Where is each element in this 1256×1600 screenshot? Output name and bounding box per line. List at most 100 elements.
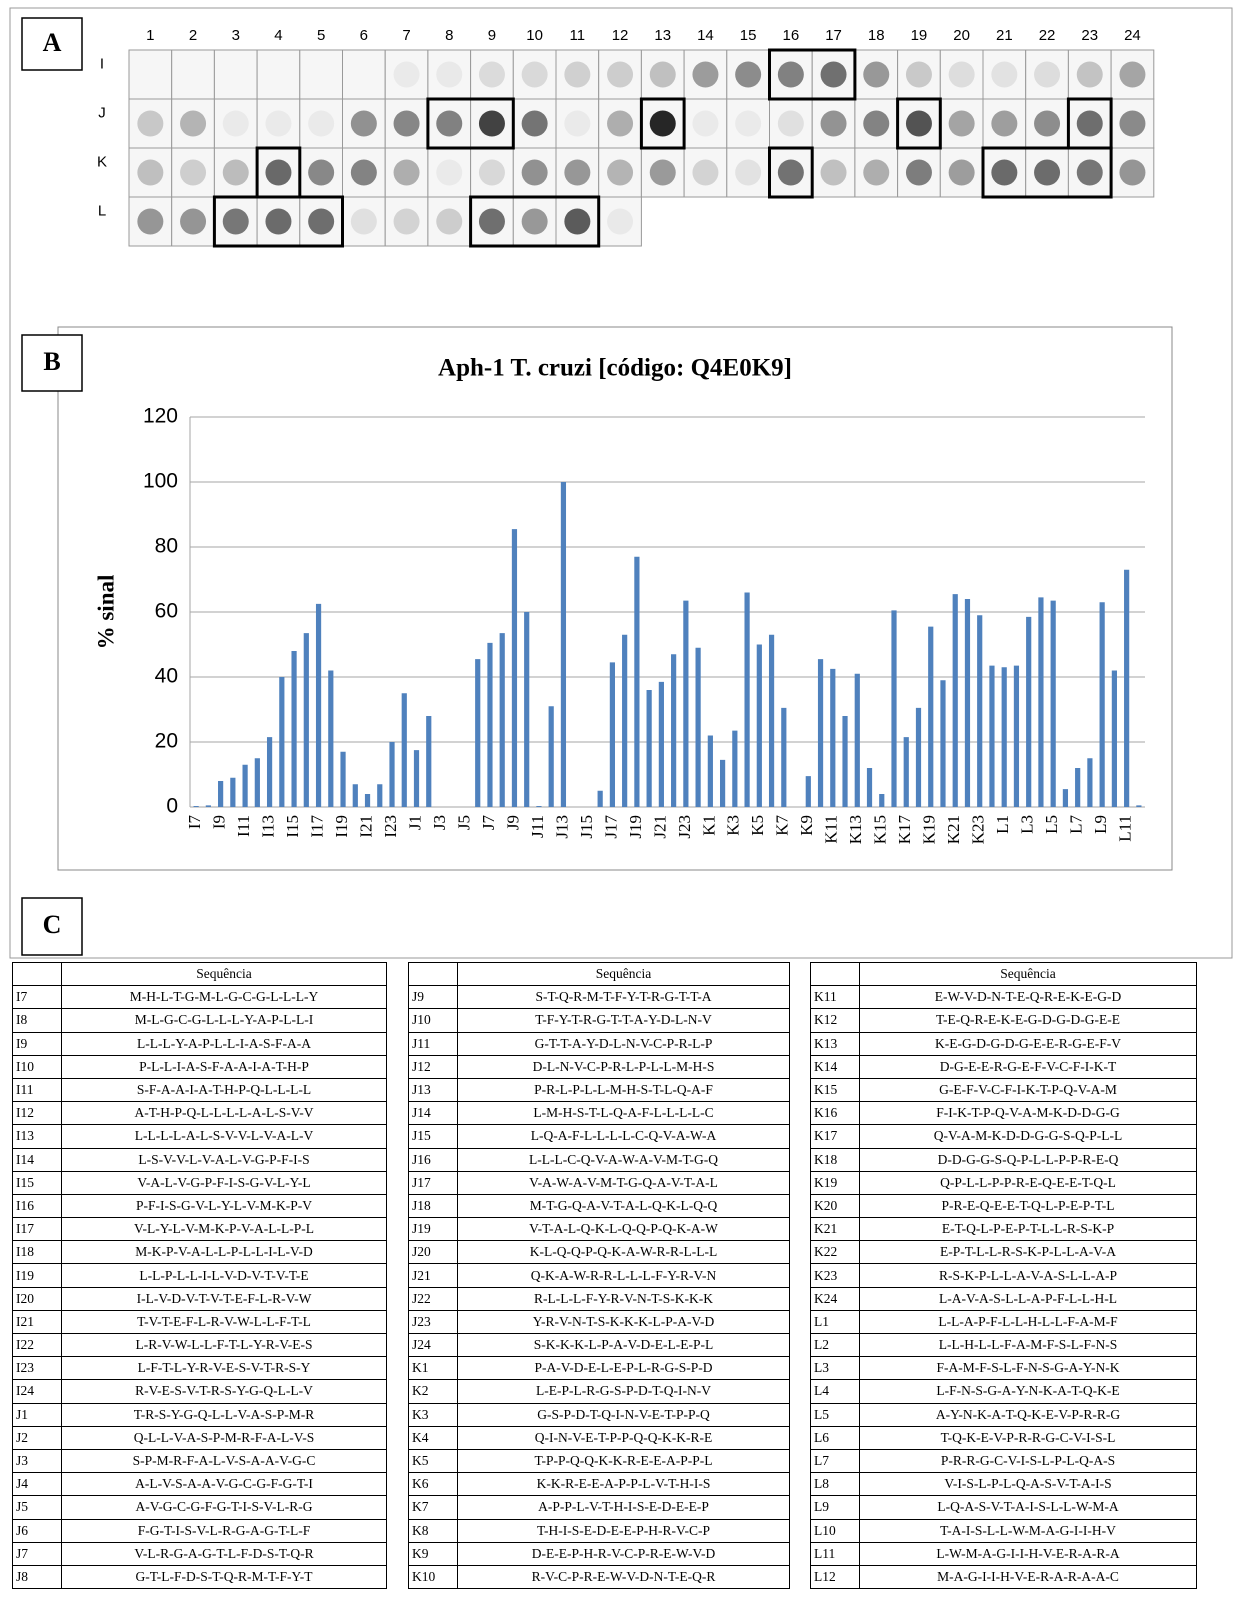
row-label: L (98, 202, 106, 219)
peptide-sequence: T-F-Y-T-R-G-T-T-A-Y-D-L-N-V (458, 1009, 790, 1032)
table-row: J16L-L-L-C-Q-V-A-W-A-V-M-T-G-Q (409, 1148, 790, 1171)
column-label: 20 (953, 27, 970, 44)
peptide-id: K11 (811, 986, 860, 1009)
column-label: 1 (146, 27, 154, 44)
blot-spot (1077, 62, 1103, 88)
blot-spot (265, 160, 291, 186)
blot-spot (223, 209, 249, 235)
x-tick-label: J13 (552, 815, 571, 839)
peptide-sequence: R-L-L-L-F-Y-R-V-N-T-S-K-K-K (458, 1287, 790, 1310)
blot-spot (180, 111, 206, 137)
bar (1051, 601, 1056, 807)
bar (1026, 617, 1031, 807)
peptide-id: L7 (811, 1449, 860, 1472)
peptide-sequence: R-V-C-P-R-E-W-V-D-N-T-E-Q-R (458, 1565, 790, 1588)
peptide-sequence: P-R-E-Q-E-E-T-Q-L-P-E-P-T-L (860, 1194, 1197, 1217)
x-tick-label: I21 (356, 815, 375, 838)
blot-spot (991, 62, 1017, 88)
page: {"panel_a": {"label": "A", "columns": ["… (0, 0, 1256, 1600)
peptide-sequence: L-L-P-L-L-I-L-V-D-V-T-V-T-E (62, 1264, 387, 1287)
blot-spot (991, 160, 1017, 186)
column-label: 19 (911, 27, 928, 44)
peptide-sequence: K-L-Q-Q-P-Q-K-A-W-R-R-L-L-L (458, 1241, 790, 1264)
peptide-id: K7 (409, 1496, 458, 1519)
blot-spot (949, 62, 975, 88)
peptide-id: I15 (13, 1171, 62, 1194)
blot-spot (436, 160, 462, 186)
blot-cell (300, 50, 343, 99)
peptide-id: L12 (811, 1565, 860, 1588)
column-label: 17 (825, 27, 842, 44)
table-row: L8V-I-S-L-P-L-Q-A-S-V-T-A-I-S (811, 1473, 1197, 1496)
blot-spot (564, 62, 590, 88)
table-row: J18M-T-G-Q-A-V-T-A-L-Q-K-L-Q-Q (409, 1194, 790, 1217)
blot-spot (735, 62, 761, 88)
peptide-id: J8 (13, 1565, 62, 1588)
bar (1075, 768, 1080, 807)
column-label: 5 (317, 27, 325, 44)
column-label: 23 (1081, 27, 1098, 44)
peptide-id: K10 (409, 1565, 458, 1588)
blot-spot (863, 160, 889, 186)
peptide-sequence: Q-I-N-V-E-T-P-P-Q-Q-K-K-R-E (458, 1426, 790, 1449)
table-row: K1P-A-V-D-E-L-E-P-L-R-G-S-P-D (409, 1357, 790, 1380)
table-row: I16P-F-I-S-G-V-L-Y-L-V-M-K-P-V (13, 1194, 387, 1217)
blot-spot (607, 209, 633, 235)
table-row: J1T-R-S-Y-G-Q-L-L-V-A-S-P-M-R (13, 1403, 387, 1426)
column-label: 15 (740, 27, 757, 44)
blot-spot (351, 160, 377, 186)
bar (255, 758, 260, 807)
table-row: K2L-E-P-L-R-G-S-P-D-T-Q-I-N-V (409, 1380, 790, 1403)
peptide-id: K22 (811, 1241, 860, 1264)
table-row: J23Y-R-V-N-T-S-K-K-K-L-P-A-V-D (409, 1310, 790, 1333)
panel-label: C (43, 910, 62, 939)
peptide-sequence: L-L-L-L-A-L-S-V-V-L-V-A-L-V (62, 1125, 387, 1148)
header-cell: Sequência (860, 963, 1197, 986)
bar (732, 731, 737, 807)
peptide-sequence: E-T-Q-L-P-E-P-T-L-L-R-S-K-P (860, 1218, 1197, 1241)
peptide-id: I20 (13, 1287, 62, 1310)
x-tick-label: J9 (503, 815, 522, 830)
bar (879, 794, 884, 807)
x-tick-label: J19 (626, 815, 645, 839)
x-tick-label: L11 (1116, 815, 1135, 842)
bar (855, 674, 860, 807)
blot-spot (564, 160, 590, 186)
bar (953, 594, 958, 807)
peptide-id: J4 (13, 1473, 62, 1496)
blot-spot (564, 111, 590, 137)
blot-spot (308, 160, 334, 186)
peptide-id: J9 (409, 986, 458, 1009)
blot-spot (607, 160, 633, 186)
table-row: L7P-R-R-G-C-V-I-S-L-P-L-Q-A-S (811, 1449, 1197, 1472)
bar (194, 806, 199, 807)
peptide-sequence: T-P-P-Q-Q-K-K-R-E-E-A-P-P-L (458, 1449, 790, 1472)
table-row: J9S-T-Q-R-M-T-F-Y-T-R-G-T-T-A (409, 986, 790, 1009)
blot-spot (223, 111, 249, 137)
x-tick-label: L7 (1067, 815, 1086, 834)
table-row: L9L-Q-A-S-V-T-A-I-S-L-L-W-M-A (811, 1496, 1197, 1519)
blot-cell (257, 50, 300, 99)
peptide-id: K13 (811, 1032, 860, 1055)
bar (1112, 671, 1117, 808)
bar (304, 633, 309, 807)
peptide-id: K17 (811, 1125, 860, 1148)
bar (1038, 597, 1043, 807)
header-row: Sequência (409, 963, 790, 986)
table-row: K20P-R-E-Q-E-E-T-Q-L-P-E-P-T-L (811, 1194, 1197, 1217)
peptide-sequence: M-K-P-V-A-L-L-P-L-L-I-L-V-D (62, 1241, 387, 1264)
blot-spot (906, 160, 932, 186)
column-label: 24 (1124, 27, 1141, 44)
peptide-id: I24 (13, 1380, 62, 1403)
peptide-id: J13 (409, 1078, 458, 1101)
bar (757, 645, 762, 808)
blot-spot (863, 111, 889, 137)
bar (622, 635, 627, 807)
blot-spot (1034, 160, 1060, 186)
panel-label: B (43, 347, 60, 376)
peptide-id: J20 (409, 1241, 458, 1264)
